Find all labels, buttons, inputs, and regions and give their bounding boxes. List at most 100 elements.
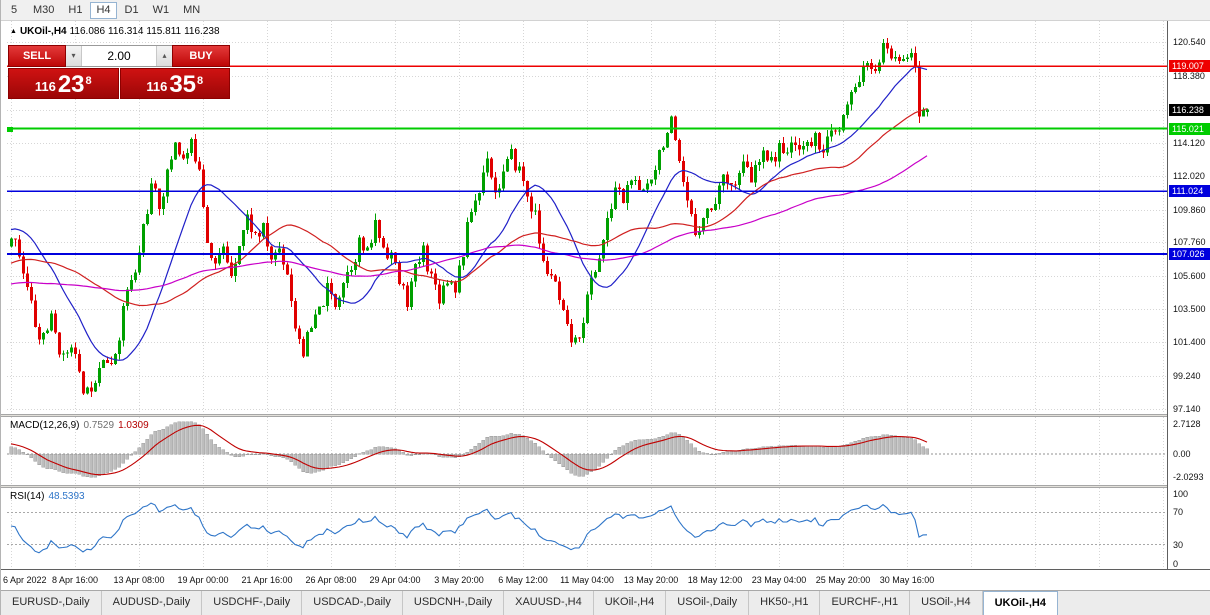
collapse-triangle-icon[interactable]: ▲	[10, 28, 17, 35]
macd-plot[interactable]	[7, 417, 1167, 485]
time-label: 13 Apr 08:00	[113, 575, 165, 585]
time-label: 18 May 12:00	[687, 575, 743, 585]
chart-tab-ukoil-h4-active[interactable]: UKOil-,H4	[982, 591, 1058, 615]
pane-splitter-rsi[interactable]	[1, 485, 1210, 488]
chart-tab-usdcnh-daily[interactable]: USDCNH-,Daily	[403, 591, 505, 615]
timeframe-button-5[interactable]: 5	[3, 2, 25, 19]
hline-price-label-119.007: 119.007	[1169, 60, 1210, 73]
rsi-plot[interactable]	[7, 488, 1167, 569]
volume-stepper[interactable]: ▾ 2.00 ▴	[66, 45, 172, 67]
chart-tab-hk50-h1[interactable]: HK50-,H1	[749, 591, 821, 615]
price-tick: 109.860	[1173, 204, 1206, 215]
macd-value-signal: 1.0309	[118, 420, 149, 431]
macd-value-main: 0.7529	[83, 420, 115, 431]
ask-point: 8	[197, 75, 204, 87]
rsi-axis-tick: 100	[1173, 489, 1189, 499]
price-tick: 105.600	[1173, 271, 1206, 282]
time-label: 6 Apr 2022	[3, 575, 47, 585]
volume-value[interactable]: 2.00	[107, 49, 131, 63]
price-tick: 112.020	[1173, 170, 1205, 181]
rsi-axis-tick: 30	[1173, 539, 1184, 550]
bid-price-display[interactable]: 116 23 8	[8, 68, 119, 99]
price-tick: 101.400	[1173, 336, 1206, 347]
pane-splitter-macd[interactable]	[1, 414, 1210, 417]
macd-axis-tick: 0.00	[1173, 449, 1191, 460]
price-tick: 118.380	[1173, 71, 1205, 82]
ask-price-display[interactable]: 116 35 8	[119, 68, 230, 99]
macd-axis-tick: 2.7128	[1173, 418, 1201, 429]
price-tick: 120.540	[1173, 37, 1206, 48]
timeframe-toolbar: 5 M30 H1 H4 D1 W1 MN	[1, 0, 1210, 21]
hline-price-label-111.024: 111.024	[1169, 185, 1210, 198]
price-axis[interactable]: 120.540118.380116.220114.120112.020109.8…	[1167, 21, 1210, 569]
chart-tab-usdcad-daily[interactable]: USDCAD-,Daily	[302, 591, 403, 615]
bid-point: 8	[85, 75, 92, 87]
chart-window[interactable]: ▲ UKOil-,H4 116.086 116.314 115.811 116.238 S…	[1, 21, 1210, 590]
ohlc-high: 116.314	[108, 26, 144, 37]
chart-tab-eurchf-h1[interactable]: EURCHF-,H1	[820, 591, 911, 615]
price-tick: 99.240	[1173, 370, 1201, 381]
ask-pips: 35	[169, 71, 197, 98]
timeframe-button-w1[interactable]: W1	[147, 2, 176, 19]
time-label: 29 Apr 04:00	[369, 575, 421, 585]
ohlc-close: 116.238	[184, 26, 220, 37]
hline-price-label-115.021: 115.021	[1169, 122, 1210, 135]
time-axis[interactable]: 6 Apr 2022 8 Apr 16:00 13 Apr 08:00 19 Apr …	[1, 569, 1210, 590]
time-label: 25 May 20:00	[815, 575, 871, 585]
time-label: 6 May 12:00	[498, 575, 548, 585]
rsi-label: RSI(14)	[10, 491, 45, 502]
time-label: 13 May 20:00	[623, 575, 679, 585]
one-click-trading-panel: SELL ▾ 2.00 ▴ BUY 116 23 8 116 35 8	[8, 45, 230, 99]
chart-tab-usoil-daily[interactable]: USOil-,Daily	[666, 591, 750, 615]
price-tick: 97.140	[1173, 403, 1201, 414]
volume-decrease-button[interactable]: ▾	[66, 46, 82, 66]
bid-big-figure: 116	[34, 79, 56, 94]
chart-tab-ukoil-h4[interactable]: UKOil-,H4	[594, 591, 667, 615]
timeframe-button-h1[interactable]: H1	[62, 2, 88, 19]
chart-tabs-bar: EURUSD-,Daily AUDUSD-,Daily USDCHF-,Daily U…	[1, 590, 1210, 615]
chart-ohlc-header: ▲ UKOil-,H4 116.086 116.314 115.811 116.238	[10, 26, 223, 37]
time-label: 21 Apr 16:00	[241, 575, 293, 585]
hline-anchor-marker[interactable]	[7, 126, 13, 132]
chart-tab-usoil-h4[interactable]: USOil-,H4	[910, 591, 983, 615]
current-price-label: 116.238	[1169, 103, 1210, 116]
chart-tab-audusd-daily[interactable]: AUDUSD-,Daily	[102, 591, 203, 615]
chart-tab-usdchf-daily[interactable]: USDCHF-,Daily	[202, 591, 303, 615]
main-chart-plot[interactable]	[7, 21, 1167, 414]
timeframe-button-m30[interactable]: M30	[27, 2, 60, 19]
rsi-axis-tick: 70	[1173, 507, 1184, 518]
timeframe-button-d1[interactable]: D1	[119, 2, 145, 19]
timeframe-button-h4[interactable]: H4	[90, 1, 117, 19]
time-label: 8 Apr 16:00	[51, 575, 99, 585]
ohlc-low: 115.811	[146, 26, 182, 37]
macd-axis-tick: -2.0293	[1173, 471, 1204, 482]
rsi-axis-tick: 0	[1173, 559, 1179, 569]
time-label: 3 May 20:00	[434, 575, 484, 585]
macd-header: MACD(12,26,9) 0.7529 1.0309	[10, 420, 149, 431]
hline-price-label-107.026: 107.026	[1169, 247, 1210, 260]
price-tick: 107.760	[1173, 237, 1206, 248]
ask-big-figure: 116	[146, 79, 168, 94]
volume-increase-button[interactable]: ▴	[156, 46, 172, 66]
price-tick: 103.500	[1173, 304, 1206, 315]
time-label: 30 May 16:00	[879, 575, 935, 585]
moving-average-18	[10, 66, 928, 361]
bid-pips: 23	[57, 71, 85, 98]
buy-button[interactable]: BUY	[172, 45, 230, 67]
rsi-header: RSI(14) 48.5393	[10, 491, 85, 502]
chart-tab-eurusd-daily[interactable]: EURUSD-,Daily	[1, 591, 102, 615]
macd-label: MACD(12,26,9)	[10, 420, 80, 431]
ohlc-open: 116.086	[69, 26, 106, 37]
sell-button[interactable]: SELL	[8, 45, 66, 67]
time-label: 26 Apr 08:00	[305, 575, 357, 585]
time-label: 23 May 04:00	[751, 575, 807, 585]
timeframe-button-mn[interactable]: MN	[177, 2, 206, 19]
rsi-value: 48.5393	[48, 491, 85, 502]
macd-signal-line	[10, 424, 928, 476]
moving-average-42	[10, 108, 928, 307]
price-tick: 114.120	[1173, 137, 1205, 148]
rsi-line	[10, 502, 928, 554]
time-label: 19 Apr 00:00	[177, 575, 229, 585]
chart-tab-xauusd-h4[interactable]: XAUUSD-,H4	[504, 591, 594, 615]
